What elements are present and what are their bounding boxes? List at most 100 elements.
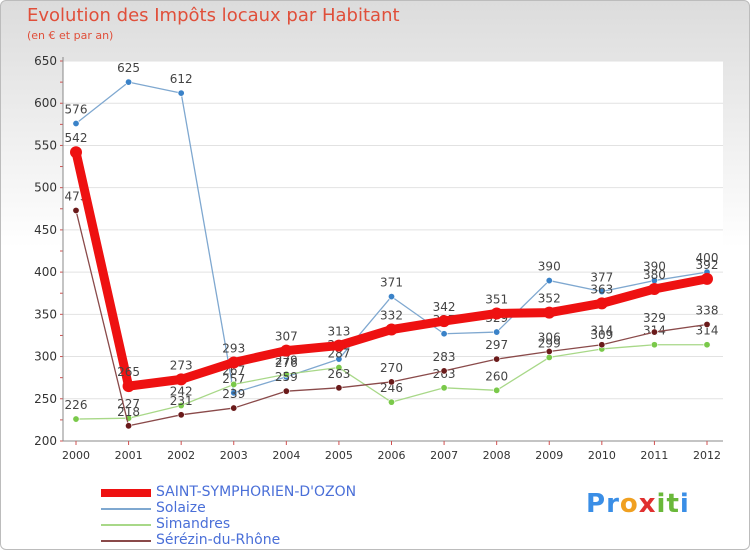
- y-tick-label: 450: [34, 223, 57, 237]
- data-point: [650, 328, 658, 336]
- data-point: [282, 370, 290, 378]
- legend-swatch: [101, 540, 151, 542]
- x-tick-label: 2002: [167, 449, 195, 462]
- data-label: 297: [485, 338, 508, 352]
- data-point: [493, 386, 501, 394]
- legend-item-saint-symphorien: SAINT-SYMPHORIEN-D'OZON: [101, 484, 421, 501]
- data-point: [701, 272, 713, 285]
- y-tick-label: 350: [34, 307, 57, 321]
- data-point: [230, 380, 238, 388]
- data-point: [440, 367, 448, 375]
- data-label: 239: [222, 387, 245, 401]
- data-label: 612: [170, 72, 193, 86]
- data-label: 371: [380, 276, 403, 290]
- data-label: 279: [275, 353, 298, 367]
- data-point: [282, 387, 290, 395]
- data-label: 542: [65, 131, 88, 145]
- data-point: [332, 339, 345, 352]
- data-point: [545, 353, 553, 361]
- data-label: 351: [485, 292, 508, 306]
- data-point: [335, 355, 343, 363]
- data-point: [387, 293, 395, 301]
- data-point: [493, 355, 501, 363]
- data-label: 306: [538, 330, 561, 344]
- legend-swatch: [101, 508, 151, 510]
- data-label: 625: [117, 61, 140, 75]
- data-label: 400: [696, 251, 719, 265]
- legend: SAINT-SYMPHORIEN-D'OZON Solaize Simandre…: [101, 484, 421, 549]
- logo-letter: t: [666, 489, 680, 519]
- data-point: [385, 323, 398, 336]
- data-label: 390: [538, 260, 561, 274]
- data-label: 576: [65, 102, 88, 116]
- data-label: 283: [433, 350, 456, 364]
- data-label: 231: [170, 394, 193, 408]
- legend-item-simandres: Simandres: [101, 516, 421, 533]
- data-point: [595, 297, 608, 310]
- data-point: [440, 384, 448, 392]
- data-label: 226: [65, 398, 88, 412]
- data-point: [703, 320, 711, 328]
- data-point: [598, 288, 606, 296]
- data-point: [493, 328, 501, 336]
- y-tick-label: 600: [34, 96, 57, 110]
- data-point: [177, 402, 185, 410]
- y-tick-label: 200: [34, 434, 57, 448]
- data-point: [335, 384, 343, 392]
- data-point: [650, 341, 658, 349]
- data-point: [387, 398, 395, 406]
- data-point: [490, 307, 503, 320]
- data-label: 392: [696, 258, 719, 272]
- data-label: 270: [380, 361, 403, 375]
- data-point: [72, 206, 80, 214]
- x-tick-label: 2008: [483, 449, 511, 462]
- x-tick-label: 2006: [378, 449, 406, 462]
- legend-swatch: [101, 489, 151, 497]
- logo-letter: i: [679, 489, 690, 519]
- data-point: [70, 146, 82, 159]
- data-label: 390: [643, 260, 666, 274]
- data-label: 242: [170, 385, 193, 399]
- chart-title: Evolution des Impôts locaux par Habitant: [27, 5, 400, 26]
- data-point: [227, 356, 240, 369]
- data-label: 309: [590, 328, 613, 342]
- logo-letter: x: [638, 489, 657, 519]
- data-label: 314: [696, 324, 719, 338]
- data-label: 260: [485, 369, 508, 383]
- logo-letter: i: [656, 489, 667, 519]
- legend-item-solaize: Solaize: [101, 500, 421, 517]
- data-label: 293: [222, 341, 245, 355]
- data-label: 342: [433, 300, 456, 314]
- data-label: 363: [590, 282, 613, 296]
- data-label: 338: [696, 303, 719, 317]
- data-point: [175, 373, 188, 386]
- x-tick-label: 2009: [535, 449, 563, 462]
- x-tick-label: 2012: [693, 449, 721, 462]
- y-tick-label: 300: [34, 350, 57, 364]
- data-label: 259: [275, 370, 298, 384]
- y-tick-label: 500: [34, 181, 57, 195]
- data-point: [230, 389, 238, 397]
- data-label: 377: [590, 271, 613, 285]
- data-label: 246: [380, 381, 403, 395]
- data-label: 273: [170, 358, 193, 372]
- x-tick-label: 2005: [325, 449, 353, 462]
- data-label: 352: [538, 292, 561, 306]
- legend-item-serezin: Sérézin-du-Rhône: [101, 532, 421, 549]
- data-point: [440, 330, 448, 338]
- data-point: [280, 344, 293, 357]
- data-point: [122, 380, 135, 393]
- data-label: 329: [643, 311, 666, 325]
- data-point: [648, 283, 661, 295]
- data-point: [72, 119, 80, 127]
- x-tick-label: 2004: [272, 449, 300, 462]
- data-point: [125, 422, 133, 430]
- data-point: [125, 78, 133, 86]
- data-point: [387, 378, 395, 386]
- data-point: [230, 404, 238, 412]
- x-tick-label: 2000: [62, 449, 90, 462]
- x-tick-label: 2003: [220, 449, 248, 462]
- data-label: 313: [327, 325, 350, 339]
- data-point: [545, 347, 553, 355]
